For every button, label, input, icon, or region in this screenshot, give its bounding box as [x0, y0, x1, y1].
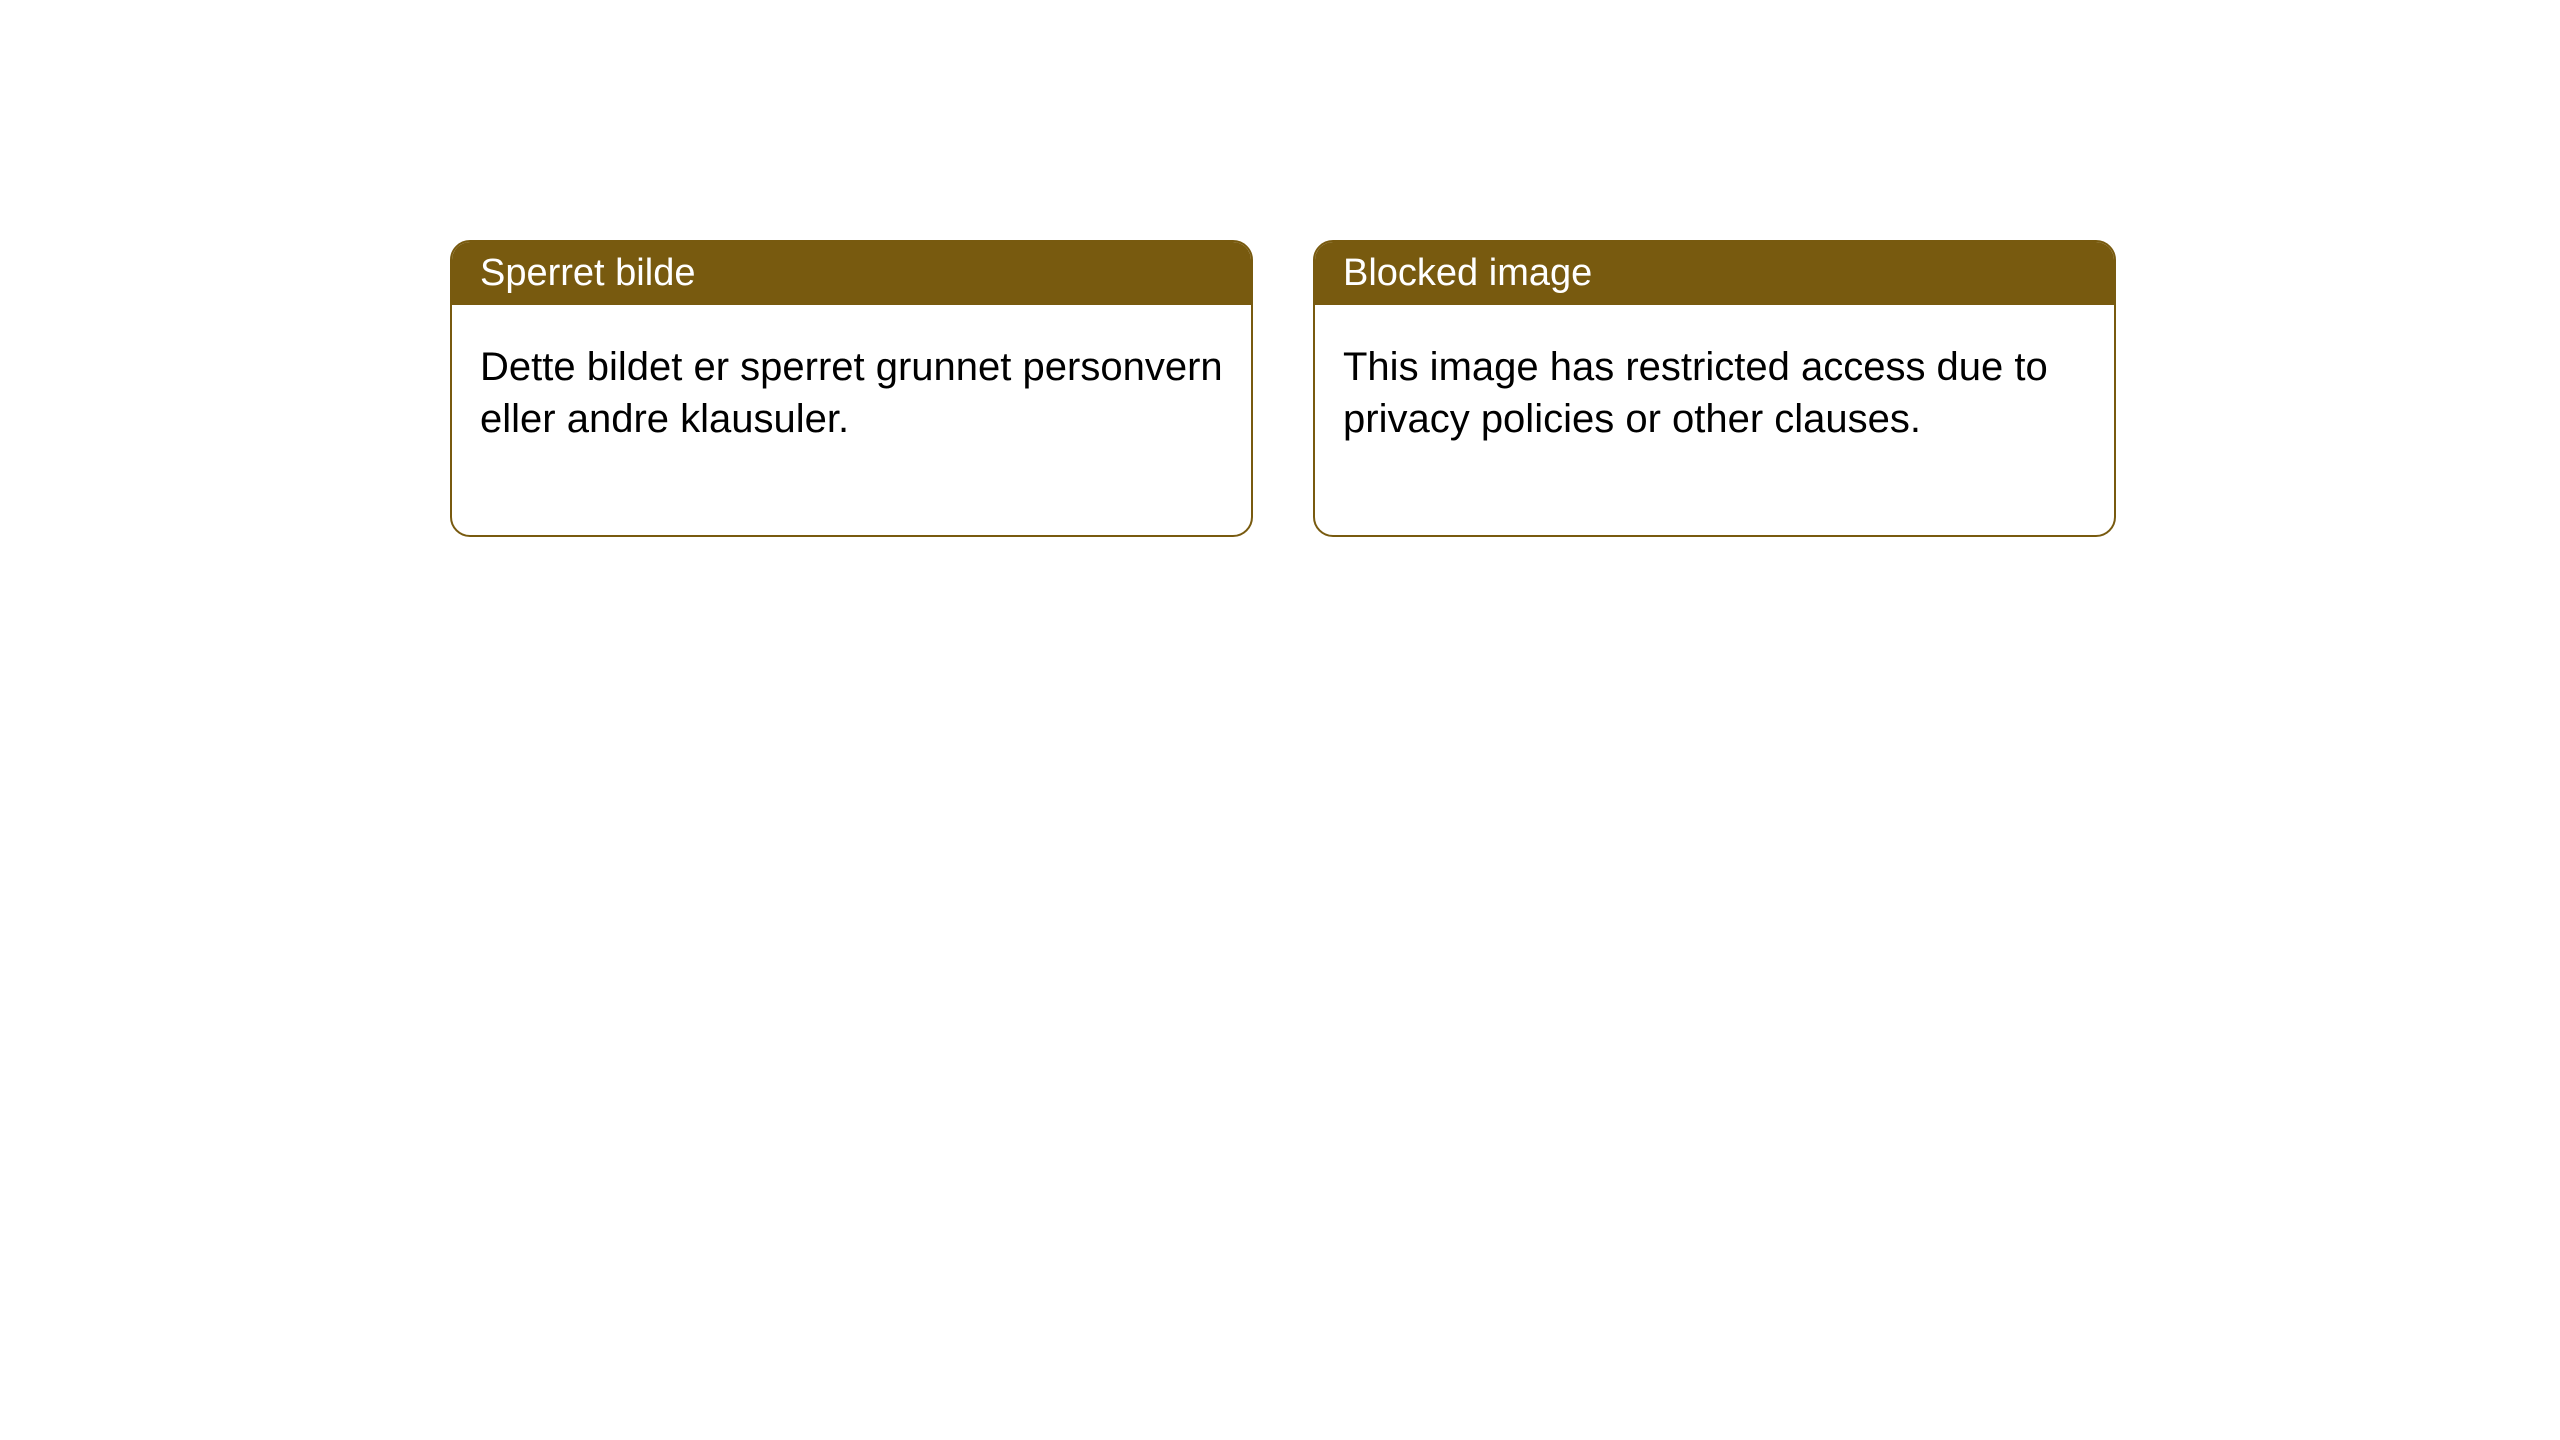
notice-body: This image has restricted access due to … — [1315, 305, 2114, 535]
notice-card-norwegian: Sperret bilde Dette bildet er sperret gr… — [450, 240, 1253, 537]
notice-header: Blocked image — [1315, 242, 2114, 305]
notice-container: Sperret bilde Dette bildet er sperret gr… — [0, 0, 2560, 537]
notice-header: Sperret bilde — [452, 242, 1251, 305]
notice-card-english: Blocked image This image has restricted … — [1313, 240, 2116, 537]
notice-body: Dette bildet er sperret grunnet personve… — [452, 305, 1251, 535]
